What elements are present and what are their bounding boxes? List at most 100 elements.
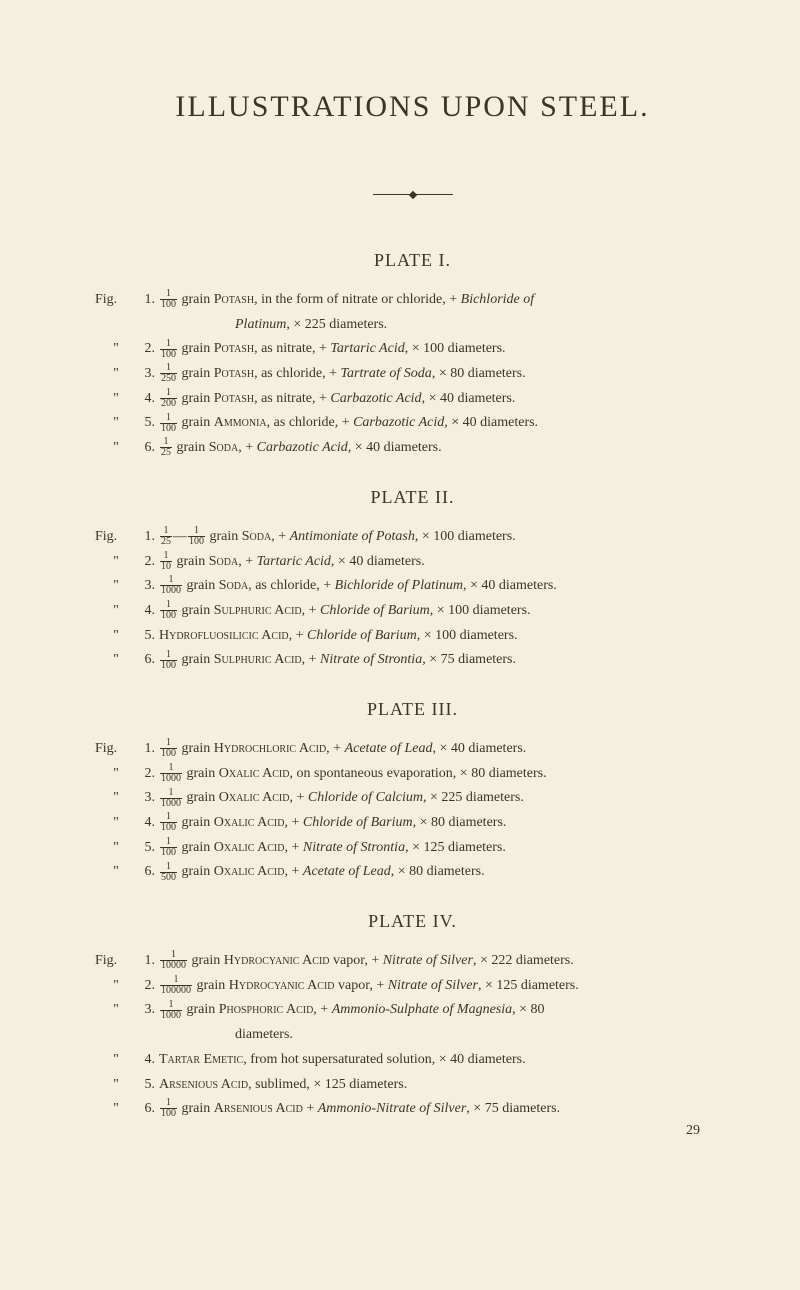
entry-list: Fig.1. 110000 grain Hydrocyanic Acid vap… bbox=[95, 950, 730, 1120]
entry-number: 1. bbox=[137, 526, 159, 548]
entry-list: Fig.1. 1100 grain Potash, in the form of… bbox=[95, 289, 730, 459]
entry-fig-label: " bbox=[95, 763, 137, 785]
entry-body: Hydrofluosilicic Acid, + Chloride of Bar… bbox=[159, 625, 730, 647]
entry-body: Arsenious Acid, sublimed, × 125 diameter… bbox=[159, 1074, 730, 1096]
entry-row: "5. Hydrofluosilicic Acid, + Chloride of… bbox=[95, 625, 730, 647]
entry-body: 110000 grain Hydrocyanic Acid vapor, + N… bbox=[159, 950, 730, 972]
entry-fig-label: " bbox=[95, 787, 137, 809]
entry-row: "2. 1100 grain Potash, as nitrate, + Tar… bbox=[95, 338, 730, 360]
plate-heading: PLATE II. bbox=[95, 487, 730, 508]
entry-number: 2. bbox=[137, 763, 159, 785]
entry-fig-label: " bbox=[95, 812, 137, 834]
entry-row: "6. 1100 grain Arsenious Acid + Ammonio-… bbox=[95, 1098, 730, 1120]
entry-fig-label: " bbox=[95, 649, 137, 671]
plate-heading: PLATE I. bbox=[95, 250, 730, 271]
entry-list: Fig.1. 125—1100 grain Soda, + Antimoniat… bbox=[95, 526, 730, 671]
entry-number: 4. bbox=[137, 812, 159, 834]
entry-fig-label: " bbox=[95, 363, 137, 385]
entry-number: 2. bbox=[137, 551, 159, 573]
entry-number: 2. bbox=[137, 975, 159, 997]
entry-row: "5. Arsenious Acid, sublimed, × 125 diam… bbox=[95, 1074, 730, 1096]
entry-list: Fig.1. 1100 grain Hydrochloric Acid, + A… bbox=[95, 738, 730, 883]
entry-fig-label: " bbox=[95, 837, 137, 859]
entry-number: 3. bbox=[137, 363, 159, 385]
entry-number: 4. bbox=[137, 1049, 159, 1071]
entry-body: 110 grain Soda, + Tartaric Acid, × 40 di… bbox=[159, 551, 730, 573]
entry-body: 1100000 grain Hydrocyanic Acid vapor, + … bbox=[159, 975, 730, 997]
entry-row: Fig.1. 110000 grain Hydrocyanic Acid vap… bbox=[95, 950, 730, 972]
entry-fig-label: " bbox=[95, 975, 137, 997]
entry-continuation: diameters. bbox=[95, 1024, 730, 1046]
entry-fig-label: Fig. bbox=[95, 950, 137, 972]
entry-body: 1200 grain Potash, as nitrate, + Carbazo… bbox=[159, 388, 730, 410]
entry-row: "4. 1100 grain Sulphuric Acid, + Chlorid… bbox=[95, 600, 730, 622]
entry-number: 6. bbox=[137, 437, 159, 459]
entry-row: "6. 1100 grain Sulphuric Acid, + Nitrate… bbox=[95, 649, 730, 671]
entry-body: 1250 grain Potash, as chloride, + Tartra… bbox=[159, 363, 730, 385]
entry-row: "3. 11000 grain Phosphoric Acid, + Ammon… bbox=[95, 999, 730, 1021]
entry-number: 5. bbox=[137, 625, 159, 647]
entry-fig-label: " bbox=[95, 551, 137, 573]
plate-heading: PLATE III. bbox=[95, 699, 730, 720]
entry-body: 11000 grain Phosphoric Acid, + Ammonio-S… bbox=[159, 999, 730, 1021]
entry-number: 4. bbox=[137, 600, 159, 622]
entry-row: Fig.1. 125—1100 grain Soda, + Antimoniat… bbox=[95, 526, 730, 548]
entry-row: "2. 11000 grain Oxalic Acid, on spontane… bbox=[95, 763, 730, 785]
plate-heading: PLATE IV. bbox=[95, 911, 730, 932]
entry-body: 1100 grain Sulphuric Acid, + Nitrate of … bbox=[159, 649, 730, 671]
entry-fig-label: " bbox=[95, 600, 137, 622]
entry-body: 1500 grain Oxalic Acid, + Acetate of Lea… bbox=[159, 861, 730, 883]
entry-number: 5. bbox=[137, 412, 159, 434]
entry-row: "5. 1100 grain Oxalic Acid, + Nitrate of… bbox=[95, 837, 730, 859]
entry-body: 125 grain Soda, + Carbazotic Acid, × 40 … bbox=[159, 437, 730, 459]
entry-fig-label: " bbox=[95, 861, 137, 883]
entry-number: 5. bbox=[137, 837, 159, 859]
entry-fig-label: " bbox=[95, 575, 137, 597]
entry-number: 6. bbox=[137, 1098, 159, 1120]
entry-body: 1100 grain Hydrochloric Acid, + Acetate … bbox=[159, 738, 730, 760]
entry-body: 11000 grain Oxalic Acid, + Chloride of C… bbox=[159, 787, 730, 809]
entry-row: "3. 11000 grain Soda, as chloride, + Bic… bbox=[95, 575, 730, 597]
entry-body: 11000 grain Oxalic Acid, on spontaneous … bbox=[159, 763, 730, 785]
entry-number: 6. bbox=[137, 861, 159, 883]
entry-body: 1100 grain Ammonia, as chloride, + Carba… bbox=[159, 412, 730, 434]
plates-container: PLATE I.Fig.1. 1100 grain Potash, in the… bbox=[95, 250, 730, 1139]
entry-number: 5. bbox=[137, 1074, 159, 1096]
entry-row: "6. 1500 grain Oxalic Acid, + Acetate of… bbox=[95, 861, 730, 883]
entry-body: 125—1100 grain Soda, + Antimoniate of Po… bbox=[159, 526, 730, 548]
entry-fig-label: " bbox=[95, 338, 137, 360]
entry-number: 3. bbox=[137, 787, 159, 809]
entry-continuation: Platinum, × 225 diameters. bbox=[95, 314, 730, 336]
entry-body: Tartar Emetic, from hot supersaturated s… bbox=[159, 1049, 730, 1071]
entry-row: "4. 1100 grain Oxalic Acid, + Chloride o… bbox=[95, 812, 730, 834]
entry-row: "3. 11000 grain Oxalic Acid, + Chloride … bbox=[95, 787, 730, 809]
entry-fig-label: " bbox=[95, 1074, 137, 1096]
entry-fig-label: Fig. bbox=[95, 738, 137, 760]
main-title: ILLUSTRATIONS UPON STEEL. bbox=[95, 90, 730, 124]
entry-row: "4. 1200 grain Potash, as nitrate, + Car… bbox=[95, 388, 730, 410]
entry-body: 1100 grain Sulphuric Acid, + Chloride of… bbox=[159, 600, 730, 622]
entry-row: "3. 1250 grain Potash, as chloride, + Ta… bbox=[95, 363, 730, 385]
entry-fig-label: Fig. bbox=[95, 526, 137, 548]
entry-number: 1. bbox=[137, 950, 159, 972]
entry-row: Fig.1. 1100 grain Hydrochloric Acid, + A… bbox=[95, 738, 730, 760]
entry-fig-label: " bbox=[95, 412, 137, 434]
entry-fig-label: " bbox=[95, 437, 137, 459]
entry-body: 1100 grain Oxalic Acid, + Chloride of Ba… bbox=[159, 812, 730, 834]
entry-number: 2. bbox=[137, 338, 159, 360]
entry-fig-label: " bbox=[95, 999, 137, 1021]
entry-number: 3. bbox=[137, 999, 159, 1021]
entry-body: 1100 grain Potash, in the form of nitrat… bbox=[159, 289, 730, 311]
entry-fig-label: " bbox=[95, 1049, 137, 1071]
entry-body: 1100 grain Arsenious Acid + Ammonio-Nitr… bbox=[159, 1098, 730, 1120]
entry-fig-label: " bbox=[95, 388, 137, 410]
entry-body: 1100 grain Oxalic Acid, + Nitrate of Str… bbox=[159, 837, 730, 859]
entry-body: 1100 grain Potash, as nitrate, + Tartari… bbox=[159, 338, 730, 360]
entry-number: 3. bbox=[137, 575, 159, 597]
entry-number: 1. bbox=[137, 738, 159, 760]
entry-number: 1. bbox=[137, 289, 159, 311]
entry-row: "6. 125 grain Soda, + Carbazotic Acid, ×… bbox=[95, 437, 730, 459]
entry-row: "5. 1100 grain Ammonia, as chloride, + C… bbox=[95, 412, 730, 434]
entry-body: 11000 grain Soda, as chloride, + Bichlor… bbox=[159, 575, 730, 597]
entry-row: "2. 110 grain Soda, + Tartaric Acid, × 4… bbox=[95, 551, 730, 573]
